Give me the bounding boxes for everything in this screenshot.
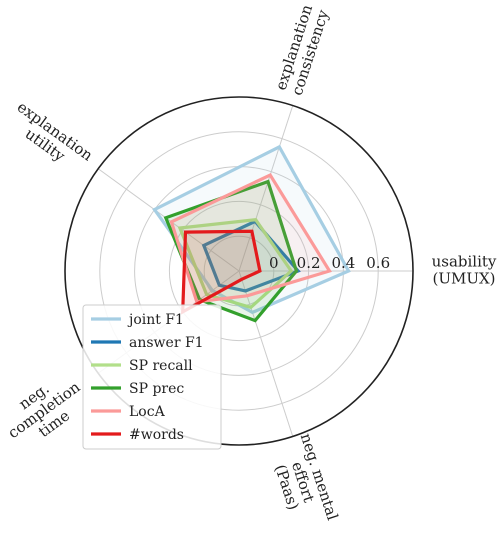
radar-series: [152, 144, 351, 323]
legend-label: LocA: [129, 404, 166, 420]
radial-tick-labels: 0 0.2 0.4 0.6: [269, 254, 390, 272]
radial-tick-label: 0.6: [366, 254, 390, 272]
outer-frame: [64, 96, 414, 446]
series-fill: [165, 181, 297, 321]
legend: joint F1 answer F1 SP recall SP prec LocA #wo…: [82, 304, 222, 450]
series-fill: [179, 219, 292, 308]
legend-label: #words: [129, 427, 184, 443]
axis-label-line: (UMUX): [432, 270, 495, 288]
legend-label: SP prec: [129, 381, 184, 397]
series-line: [181, 229, 262, 315]
legend-label: joint F1: [127, 312, 184, 328]
radial-tick-label: 0: [269, 254, 279, 272]
series-fill: [171, 175, 330, 302]
legend-label: SP recall: [129, 358, 193, 374]
radial-tick-label: 0.4: [331, 254, 355, 272]
radial-tick-label: 0.2: [297, 254, 321, 272]
series-fill: [203, 221, 299, 291]
axis-label-line: usability: [432, 253, 497, 271]
series-line: [177, 218, 294, 310]
axis-spoke: [97, 168, 240, 272]
legend-label: answer F1: [129, 335, 204, 351]
axis-spoke: [238, 105, 294, 272]
series-fill: [182, 231, 260, 312]
axis-label: usability(UMUX): [432, 253, 497, 288]
axis-spoke: [238, 270, 294, 437]
radar-grid: [64, 96, 414, 446]
